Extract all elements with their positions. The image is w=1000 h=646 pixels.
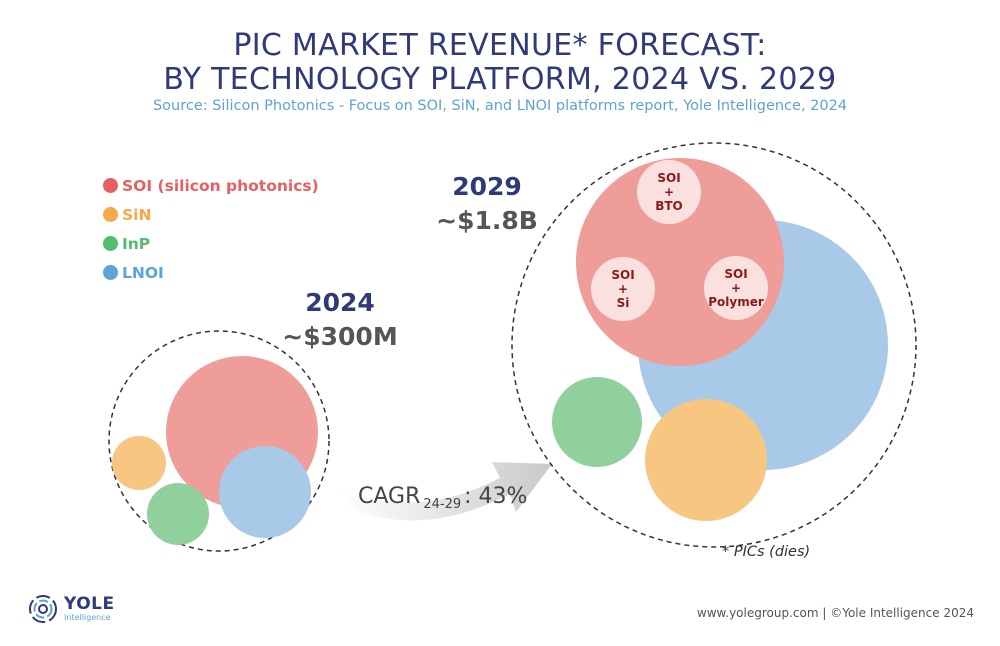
- footer-credit: www.yolegroup.com | ©Yole Intelligence 2…: [696, 606, 974, 620]
- soi-sub-polymer-label: SOI + Polymer: [708, 267, 764, 309]
- total-label-2024: ~$300M: [282, 322, 398, 351]
- legend-item-lnoi: LNOI: [103, 258, 319, 287]
- bubble-2029-sin: [645, 399, 767, 521]
- yole-logo-icon: [29, 595, 57, 623]
- cagr-suffix: : 43%: [464, 484, 528, 509]
- soi-sub-polymer: SOI + Polymer: [704, 256, 768, 320]
- soi-sub-bto-label-line: SOI: [657, 171, 680, 185]
- year-label-2029: 2029: [452, 172, 522, 201]
- outline-2024: [108, 330, 330, 552]
- legend-swatch-lnoi: [103, 265, 118, 280]
- soi-sub-si-label-line: +: [618, 282, 628, 296]
- legend-item-inp: InP: [103, 229, 319, 258]
- chart-title-line2: BY TECHNOLOGY PLATFORM, 2024 VS. 2029: [163, 62, 837, 97]
- soi-sub-si-label: SOI + Si: [611, 268, 634, 310]
- soi-sub-si: SOI + Si: [591, 257, 655, 321]
- cagr-label: CAGR 24-29: 43%: [358, 484, 528, 512]
- legend-label-inp: InP: [122, 234, 151, 253]
- soi-sub-polymer-label-line: Polymer: [708, 295, 764, 309]
- legend-swatch-inp: [103, 236, 118, 251]
- soi-sub-bto-label-line: BTO: [655, 199, 683, 213]
- legend: SOI (silicon photonics) SiN InP LNOI: [103, 171, 319, 287]
- soi-sub-polymer-label-line: +: [731, 281, 741, 295]
- logo-sub: Intelligence: [64, 613, 111, 622]
- soi-sub-bto-label: SOI + BTO: [655, 171, 683, 213]
- cagr-arrow: [340, 462, 552, 521]
- legend-label-soi: SOI (silicon photonics): [122, 176, 319, 195]
- footnote: * PICs (dies): [722, 544, 811, 560]
- legend-swatch-soi: [103, 178, 118, 193]
- total-label-2029: ~$1.8B: [436, 206, 538, 235]
- cagr-prefix: CAGR: [358, 484, 421, 509]
- bubble-2024-inp: [147, 483, 209, 545]
- soi-sub-bto-label-line: +: [664, 185, 674, 199]
- soi-sub-bto: SOI + BTO: [637, 160, 701, 224]
- soi-sub-si-label-line: SOI: [611, 268, 634, 282]
- yole-logo: YOLE Intelligence: [28, 594, 115, 624]
- bubble-2029-inp: [552, 377, 642, 467]
- chart-source: Source: Silicon Photonics - Focus on SOI…: [152, 98, 848, 114]
- soi-sub-polymer-label-line: SOI: [724, 267, 747, 281]
- bubble-2024-sin: [112, 436, 166, 490]
- legend-label-lnoi: LNOI: [122, 263, 164, 282]
- outline-2029: [511, 142, 917, 548]
- legend-swatch-sin: [103, 207, 118, 222]
- soi-sub-si-label-line: Si: [617, 296, 630, 310]
- legend-item-sin: SiN: [103, 200, 319, 229]
- year-label-2024: 2024: [305, 288, 375, 317]
- legend-label-sin: SiN: [122, 205, 152, 224]
- logo-name: YOLE: [64, 594, 115, 614]
- chart-title-line1: PIC MARKET REVENUE* FORECAST:: [233, 28, 767, 63]
- cagr-subscript: 24-29: [423, 497, 462, 512]
- legend-item-soi: SOI (silicon photonics): [103, 171, 319, 200]
- bubble-2024-lnoi: [219, 446, 311, 538]
